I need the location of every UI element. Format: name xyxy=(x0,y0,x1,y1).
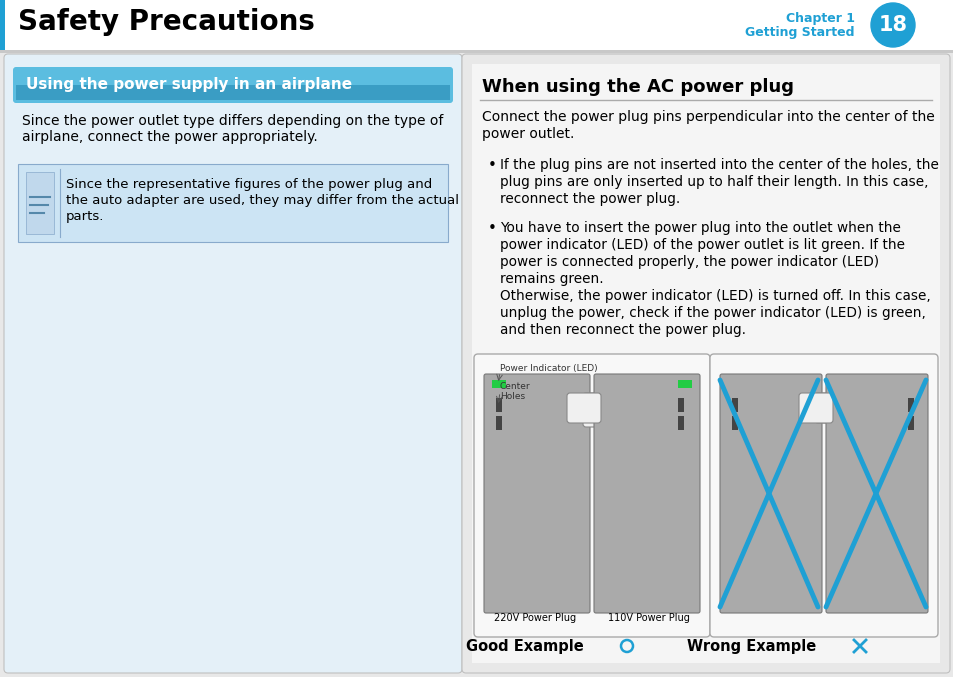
Text: Getting Started: Getting Started xyxy=(744,26,854,39)
Text: Chapter 1: Chapter 1 xyxy=(785,12,854,25)
Bar xyxy=(0,50,953,53)
Text: •: • xyxy=(488,221,497,236)
Bar xyxy=(496,416,501,430)
Text: plug pins are only inserted up to half their length. In this case,: plug pins are only inserted up to half t… xyxy=(499,175,927,189)
Bar xyxy=(0,0,953,50)
Text: power outlet.: power outlet. xyxy=(481,127,574,141)
Text: remains green.: remains green. xyxy=(499,272,603,286)
Text: 18: 18 xyxy=(878,15,906,35)
Text: power is connected properly, the power indicator (LED): power is connected properly, the power i… xyxy=(499,255,879,269)
Bar xyxy=(26,172,54,234)
Circle shape xyxy=(870,3,914,47)
Text: Good Example: Good Example xyxy=(466,639,583,654)
Text: •: • xyxy=(488,158,497,173)
Text: You have to insert the power plug into the outlet when the: You have to insert the power plug into t… xyxy=(499,221,900,235)
Bar xyxy=(907,416,913,430)
Bar xyxy=(678,380,691,388)
Text: Since the representative figures of the power plug and: Since the representative figures of the … xyxy=(66,178,432,191)
Text: Otherwise, the power indicator (LED) is turned off. In this case,: Otherwise, the power indicator (LED) is … xyxy=(499,289,930,303)
FancyBboxPatch shape xyxy=(814,393,846,423)
Bar xyxy=(492,380,505,388)
FancyBboxPatch shape xyxy=(474,354,709,637)
FancyBboxPatch shape xyxy=(799,393,832,423)
Text: the auto adapter are used, they may differ from the actual: the auto adapter are used, they may diff… xyxy=(66,194,458,207)
Text: parts.: parts. xyxy=(66,210,104,223)
Text: power indicator (LED) of the power outlet is lit green. If the: power indicator (LED) of the power outle… xyxy=(499,238,904,252)
FancyBboxPatch shape xyxy=(825,374,927,613)
Text: When using the AC power plug: When using the AC power plug xyxy=(481,78,793,96)
Bar xyxy=(472,64,939,663)
Text: 220V Power Plug: 220V Power Plug xyxy=(494,613,576,623)
Bar xyxy=(731,416,738,430)
Bar xyxy=(678,398,683,412)
Text: Center
Holes: Center Holes xyxy=(499,382,530,401)
Text: Power Indicator (LED): Power Indicator (LED) xyxy=(499,364,597,373)
FancyBboxPatch shape xyxy=(566,393,600,423)
FancyBboxPatch shape xyxy=(4,54,461,673)
Bar xyxy=(731,398,738,412)
Text: reconnect the power plug.: reconnect the power plug. xyxy=(499,192,679,206)
Bar xyxy=(496,398,501,412)
Bar xyxy=(0,0,5,50)
Text: Since the power outlet type differs depending on the type of: Since the power outlet type differs depe… xyxy=(22,114,443,128)
Text: unplug the power, check if the power indicator (LED) is green,: unplug the power, check if the power ind… xyxy=(499,306,925,320)
Text: and then reconnect the power plug.: and then reconnect the power plug. xyxy=(499,323,745,337)
Text: Safety Precautions: Safety Precautions xyxy=(18,8,314,36)
Text: Using the power supply in an airplane: Using the power supply in an airplane xyxy=(26,77,352,93)
Text: If the plug pins are not inserted into the center of the holes, the: If the plug pins are not inserted into t… xyxy=(499,158,938,172)
FancyBboxPatch shape xyxy=(720,374,821,613)
FancyBboxPatch shape xyxy=(582,393,617,427)
FancyBboxPatch shape xyxy=(709,354,937,637)
FancyBboxPatch shape xyxy=(483,374,589,613)
Bar xyxy=(678,416,683,430)
FancyBboxPatch shape xyxy=(594,374,700,613)
FancyBboxPatch shape xyxy=(13,67,453,103)
Bar xyxy=(907,398,913,412)
Bar xyxy=(18,164,448,242)
Text: Wrong Example: Wrong Example xyxy=(686,639,815,654)
FancyBboxPatch shape xyxy=(461,54,949,673)
Bar xyxy=(16,85,450,100)
Text: airplane, connect the power appropriately.: airplane, connect the power appropriatel… xyxy=(22,130,317,144)
Text: Connect the power plug pins perpendicular into the center of the: Connect the power plug pins perpendicula… xyxy=(481,110,934,124)
Text: 110V Power Plug: 110V Power Plug xyxy=(607,613,689,623)
